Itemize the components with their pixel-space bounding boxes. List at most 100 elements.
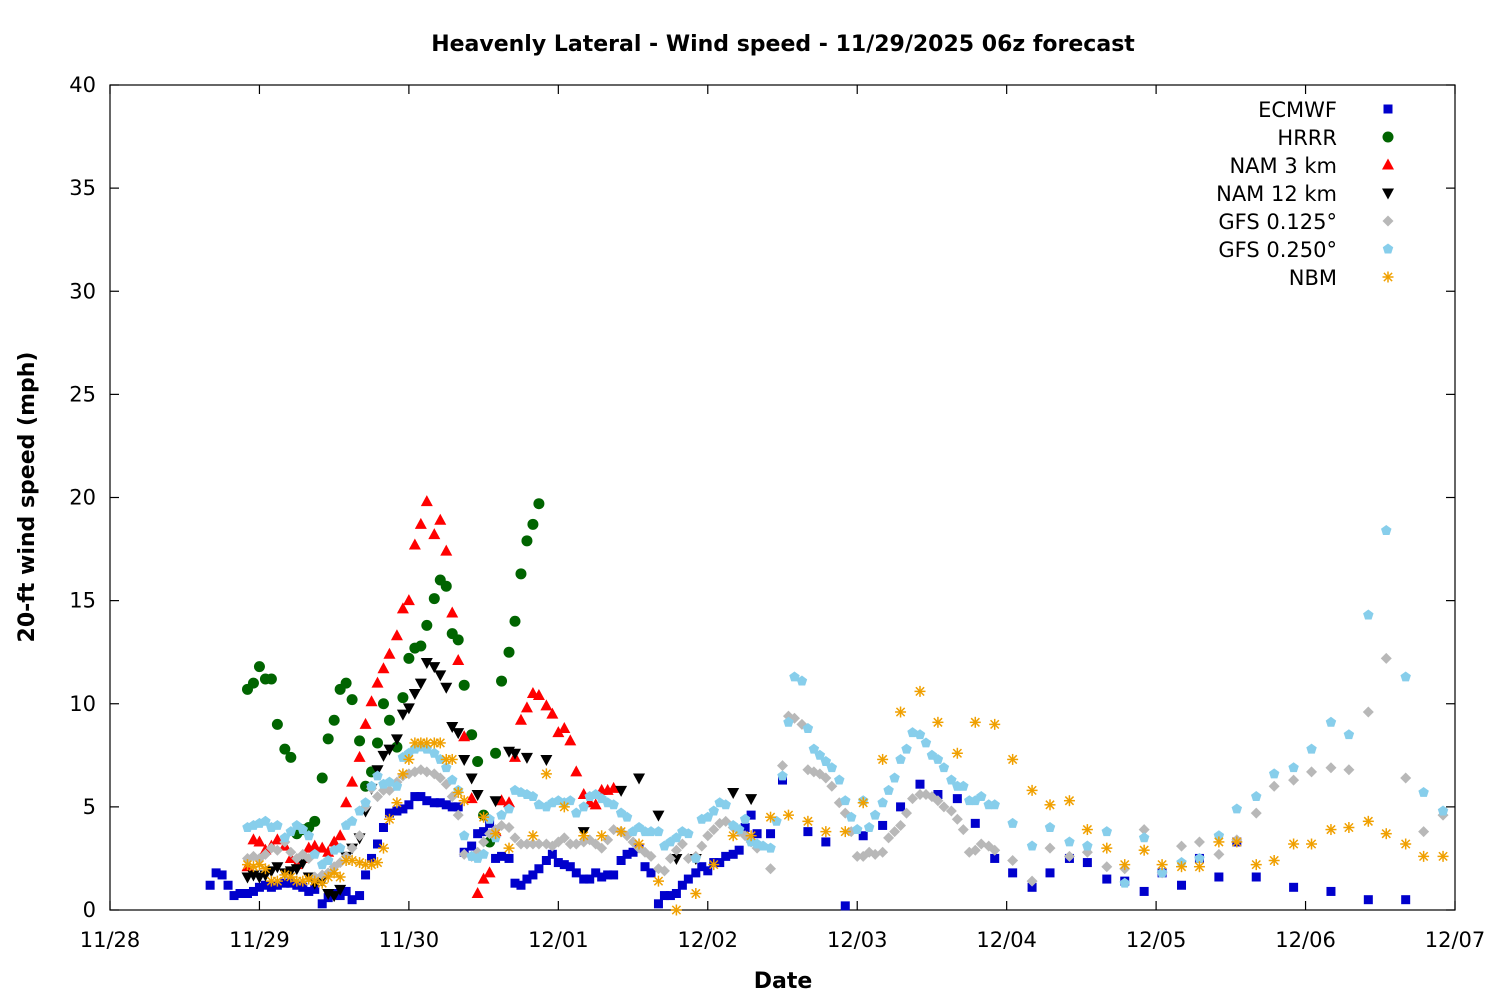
data-point-gfs-0-250 [938, 762, 950, 773]
y-tick-label: 20 [69, 486, 96, 510]
data-point-gfs-0-250 [802, 723, 814, 733]
star-stroke [398, 769, 408, 779]
data-point-nam-12-km [520, 752, 533, 764]
star-stroke [597, 831, 607, 841]
data-point-ecmwf [1251, 872, 1261, 882]
data-point-gfs-0-250 [683, 828, 694, 839]
data-point-ecmwf [398, 804, 408, 814]
data-point-nam-3-km [308, 839, 321, 851]
data-point-gfs-0-125 [945, 805, 957, 817]
data-point-gfs-0-250 [1119, 877, 1130, 888]
data-point-gfs-0-125 [1343, 764, 1355, 776]
data-point-gfs-0-250 [441, 762, 452, 773]
star-stroke [392, 798, 402, 808]
data-point-hrrr [472, 756, 484, 767]
data-point-gfs-0-250 [1007, 817, 1018, 828]
data-point-hrrr [340, 677, 352, 689]
data-point-nbm [1418, 850, 1430, 862]
data-point-gfs-0-250 [883, 784, 894, 795]
data-point-gfs-0-125 [645, 850, 657, 862]
data-point-nam-3-km [353, 750, 366, 762]
data-point-nam-12-km [377, 750, 390, 762]
data-point-gfs-0-250 [783, 716, 794, 727]
data-point-gfs-0-250 [653, 826, 664, 837]
data-point-ecmwf [571, 868, 581, 878]
data-point-nam-3-km [440, 544, 453, 556]
star-stroke [504, 843, 514, 853]
x-tick-label: 11/29 [229, 928, 290, 952]
data-point-nam-3-km [446, 606, 459, 618]
data-point-gfs-0-125 [452, 809, 464, 821]
data-point-nbm [969, 716, 981, 728]
data-point-ecmwf [1401, 895, 1411, 905]
data-point-nbm [446, 753, 458, 765]
data-point-nbm [1063, 795, 1075, 807]
data-point-nbm [377, 842, 389, 854]
y-tick-label: 10 [69, 692, 96, 716]
data-point-ecmwf [1139, 886, 1149, 896]
data-point-gfs-0-250 [496, 809, 507, 820]
star-stroke [459, 796, 469, 806]
star-stroke [286, 872, 296, 882]
y-axis: 0 5 10 15 20 25 30 35 40 [69, 73, 1455, 922]
data-point-nam-12-km [540, 754, 553, 766]
legend-marker-hrrr [1382, 131, 1394, 143]
x-tick-label: 12/06 [1275, 928, 1336, 952]
data-point-hrrr [265, 673, 277, 685]
data-point-gfs-0-125 [957, 824, 969, 836]
data-point-ecmwf [1214, 872, 1224, 882]
legend-label-nbm: NBM [1289, 266, 1337, 290]
data-point-nam-12-km [396, 709, 409, 721]
data-point-ecmwf [547, 849, 557, 859]
data-point-gfs-0-250 [478, 848, 489, 859]
data-point-gfs-0-250 [1064, 836, 1075, 847]
data-point-hrrr [515, 568, 527, 580]
x-tick-label: 11/30 [379, 928, 440, 952]
data-point-nam-3-km [452, 653, 465, 665]
data-point-nam-12-km [414, 678, 427, 690]
data-point-ecmwf [659, 891, 669, 901]
data-point-nbm [820, 826, 832, 838]
data-point-ecmwf [378, 823, 388, 832]
data-point-nam-3-km [390, 629, 403, 641]
data-point-gfs-0-125 [1362, 706, 1374, 718]
data-point-nbm [670, 904, 682, 916]
data-point-hrrr [496, 675, 508, 687]
data-point-ecmwf [361, 870, 371, 880]
data-point-ecmwf [766, 829, 776, 839]
data-point-gfs-0-250 [1400, 671, 1411, 682]
data-point-ecmwf [229, 891, 239, 901]
data-point-nbm [397, 768, 409, 780]
data-point-ecmwf [1102, 874, 1112, 884]
star-stroke [579, 831, 589, 841]
data-point-nam-12-km [489, 796, 502, 808]
star-stroke [1383, 272, 1393, 282]
data-point-nam-12-km [727, 787, 740, 799]
legend: ECMWF HRRR NAM 3 km NAM 12 km GFS 0.125° GFS … [1216, 98, 1394, 290]
data-point-gfs-0-250 [846, 811, 857, 822]
star-stroke [354, 857, 365, 868]
data-point-gfs-0-250 [1288, 762, 1299, 773]
data-point-gfs-0-125 [1138, 824, 1150, 836]
data-point-gfs-0-125 [1063, 850, 1075, 862]
legend-marker-gfs-0-125 [1382, 215, 1394, 227]
data-point-nam-12-km [390, 734, 403, 746]
star-stroke [447, 754, 457, 765]
data-point-ecmwf [840, 901, 850, 911]
data-point-hrrr [354, 735, 366, 747]
star-stroke [803, 816, 813, 826]
data-point-ecmwf [1177, 880, 1187, 890]
data-point-nam-3-km [396, 602, 409, 614]
data-point-gfs-0-125 [820, 772, 832, 784]
star-stroke [422, 738, 432, 748]
data-point-gfs-0-250 [901, 743, 912, 754]
data-point-nbm [1101, 842, 1113, 854]
data-point-ecmwf [653, 899, 663, 909]
data-point-hrrr [466, 729, 478, 741]
data-point-gfs-0-250 [297, 824, 309, 835]
data-point-nam-12-km [259, 870, 272, 882]
data-point-ecmwf [1363, 895, 1373, 905]
x-tick-label: 12/07 [1425, 928, 1486, 952]
data-point-gfs-0-250 [334, 842, 346, 853]
data-point-gfs-0-250 [720, 799, 731, 810]
